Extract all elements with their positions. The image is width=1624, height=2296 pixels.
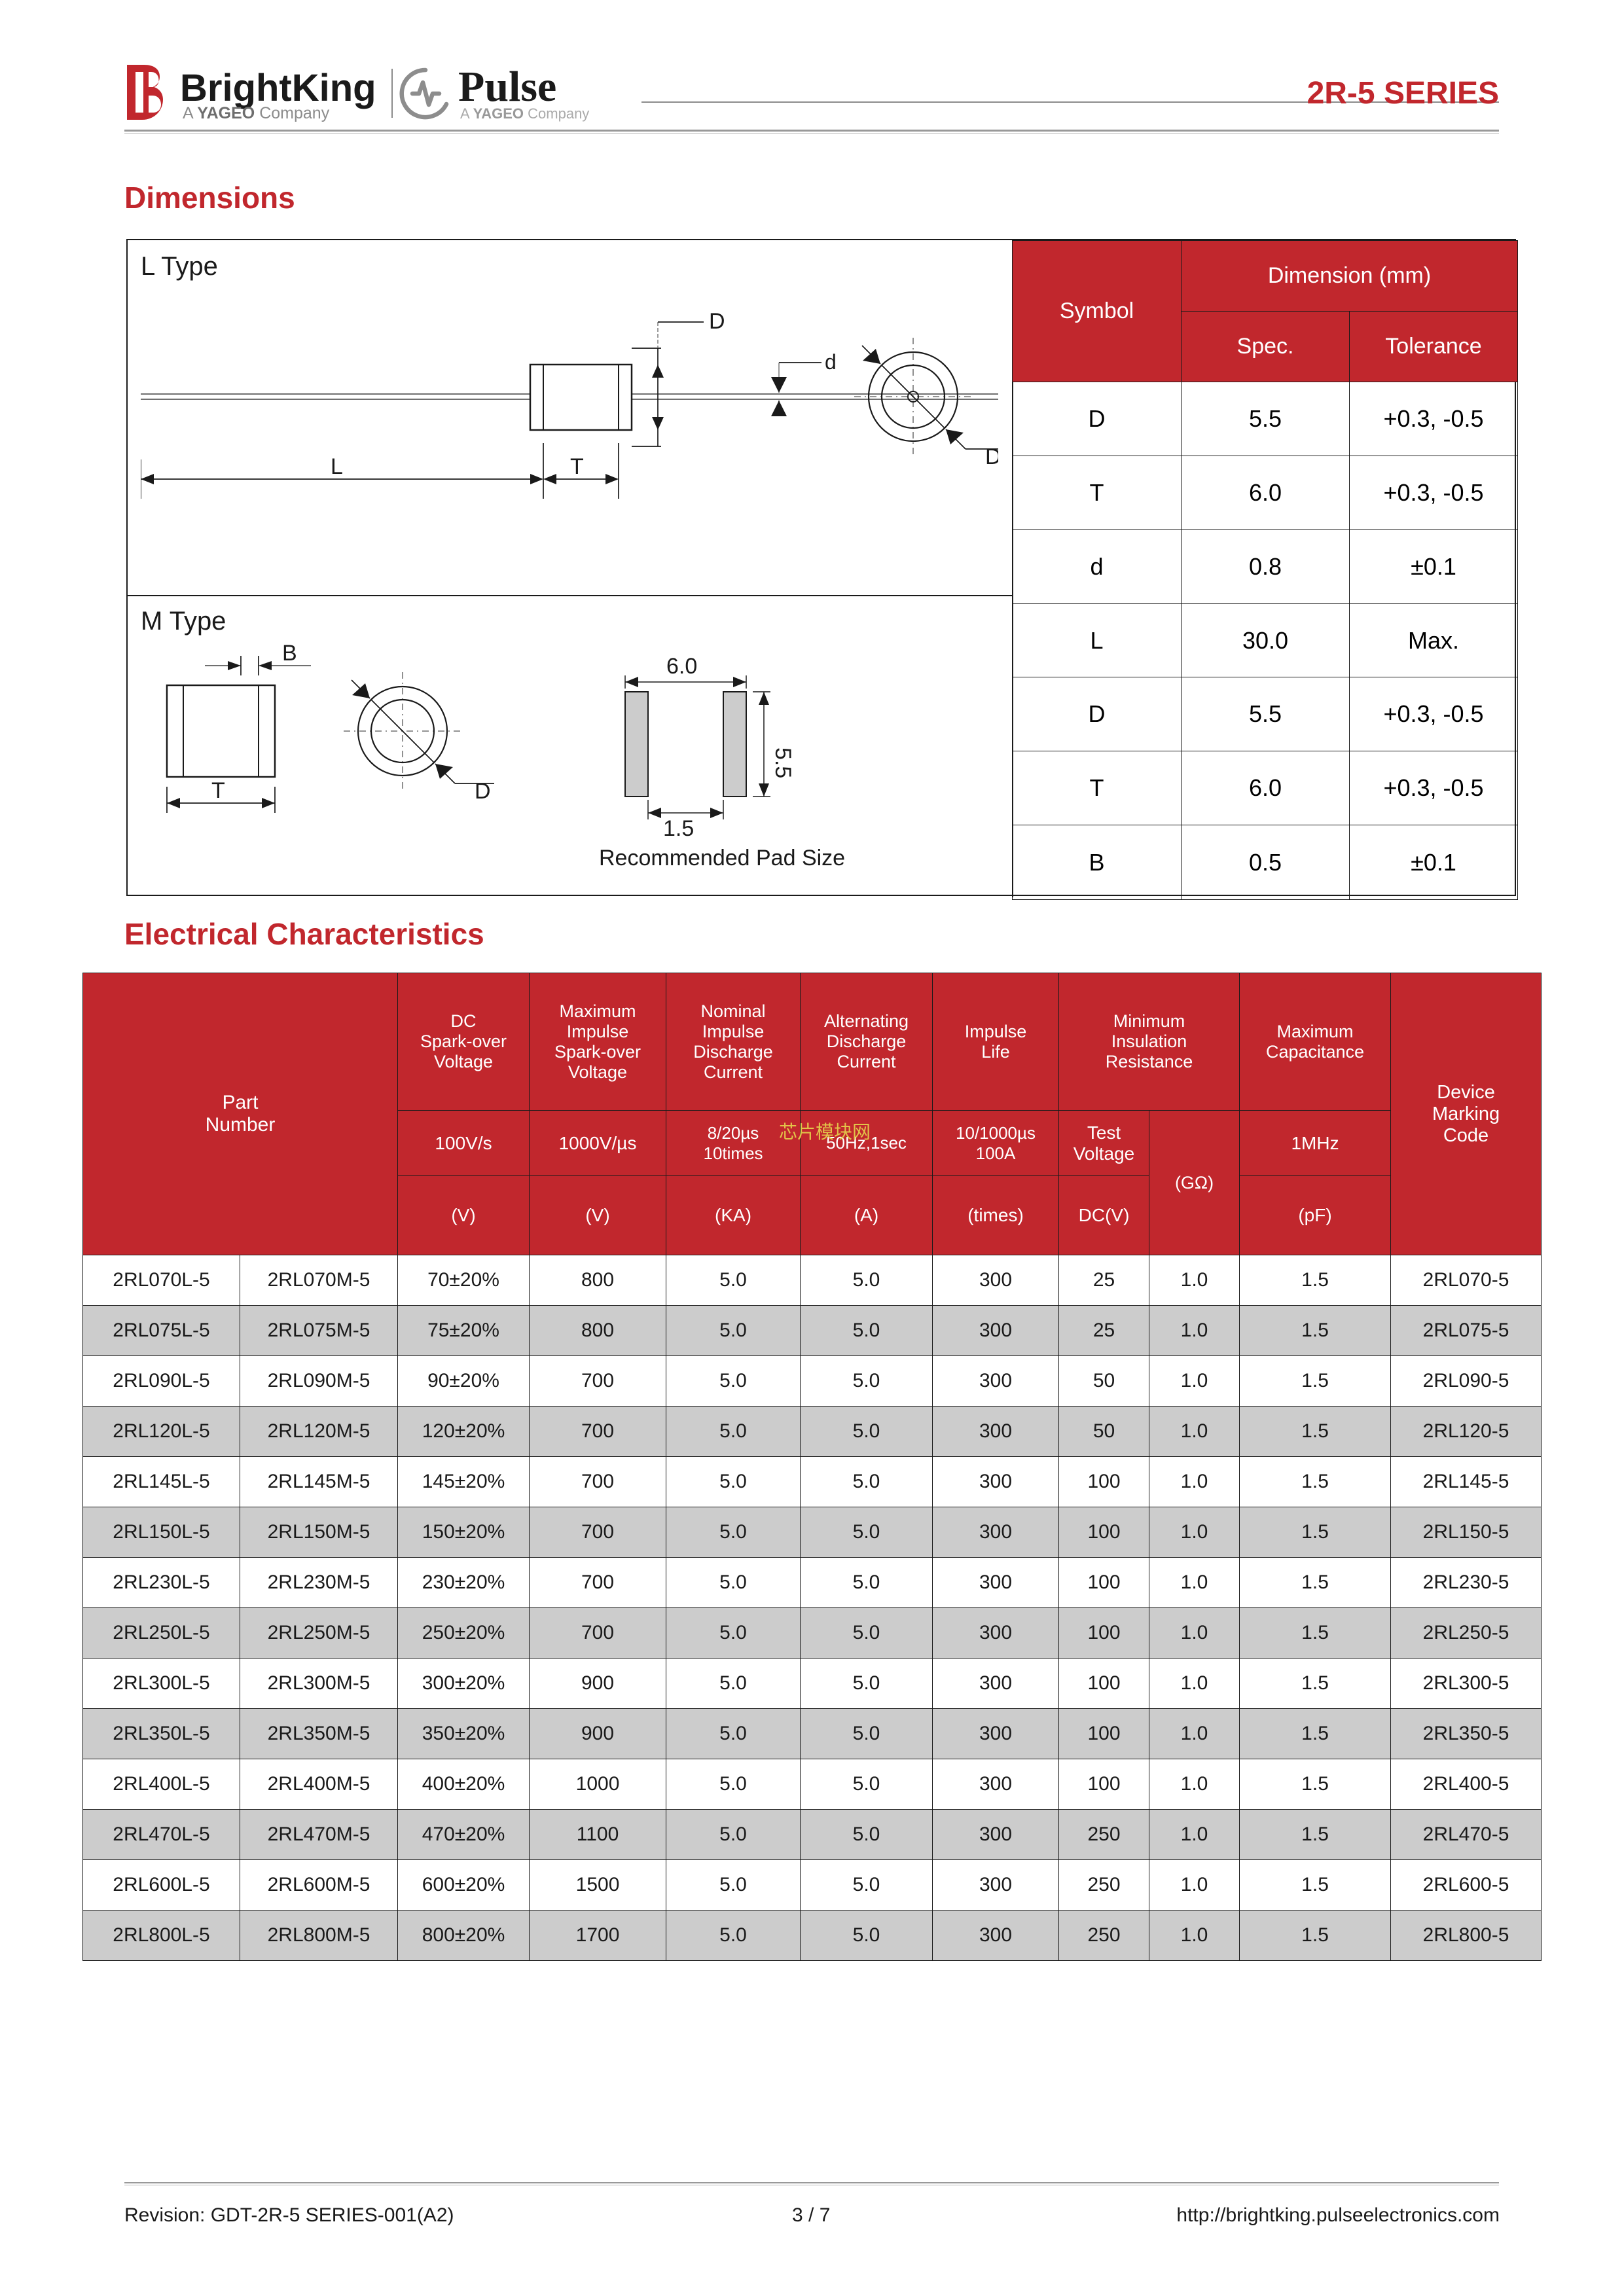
svg-text:d: d: [825, 350, 837, 374]
svg-text:5.5: 5.5: [770, 747, 795, 778]
svg-text:T: T: [570, 454, 584, 479]
svg-text:Recommended Pad Size: Recommended Pad Size: [599, 846, 845, 870]
svg-text:1.5: 1.5: [663, 816, 694, 841]
svg-text:6.0: 6.0: [666, 654, 697, 679]
svg-text:D: D: [985, 444, 998, 469]
svg-text:D: D: [475, 779, 491, 804]
svg-text:B: B: [282, 641, 297, 666]
svg-text:T: T: [211, 778, 225, 803]
svg-text:D: D: [709, 309, 725, 334]
svg-text:L: L: [331, 454, 343, 479]
